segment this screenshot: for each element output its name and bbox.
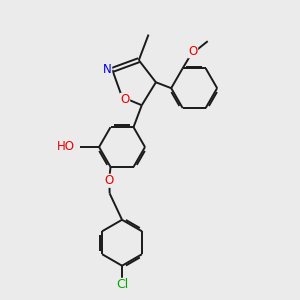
Text: O: O [105, 174, 114, 187]
Text: Cl: Cl [116, 278, 128, 291]
Text: O: O [120, 93, 130, 106]
Text: N: N [103, 63, 112, 76]
Text: HO: HO [57, 140, 75, 153]
Text: O: O [188, 45, 198, 58]
